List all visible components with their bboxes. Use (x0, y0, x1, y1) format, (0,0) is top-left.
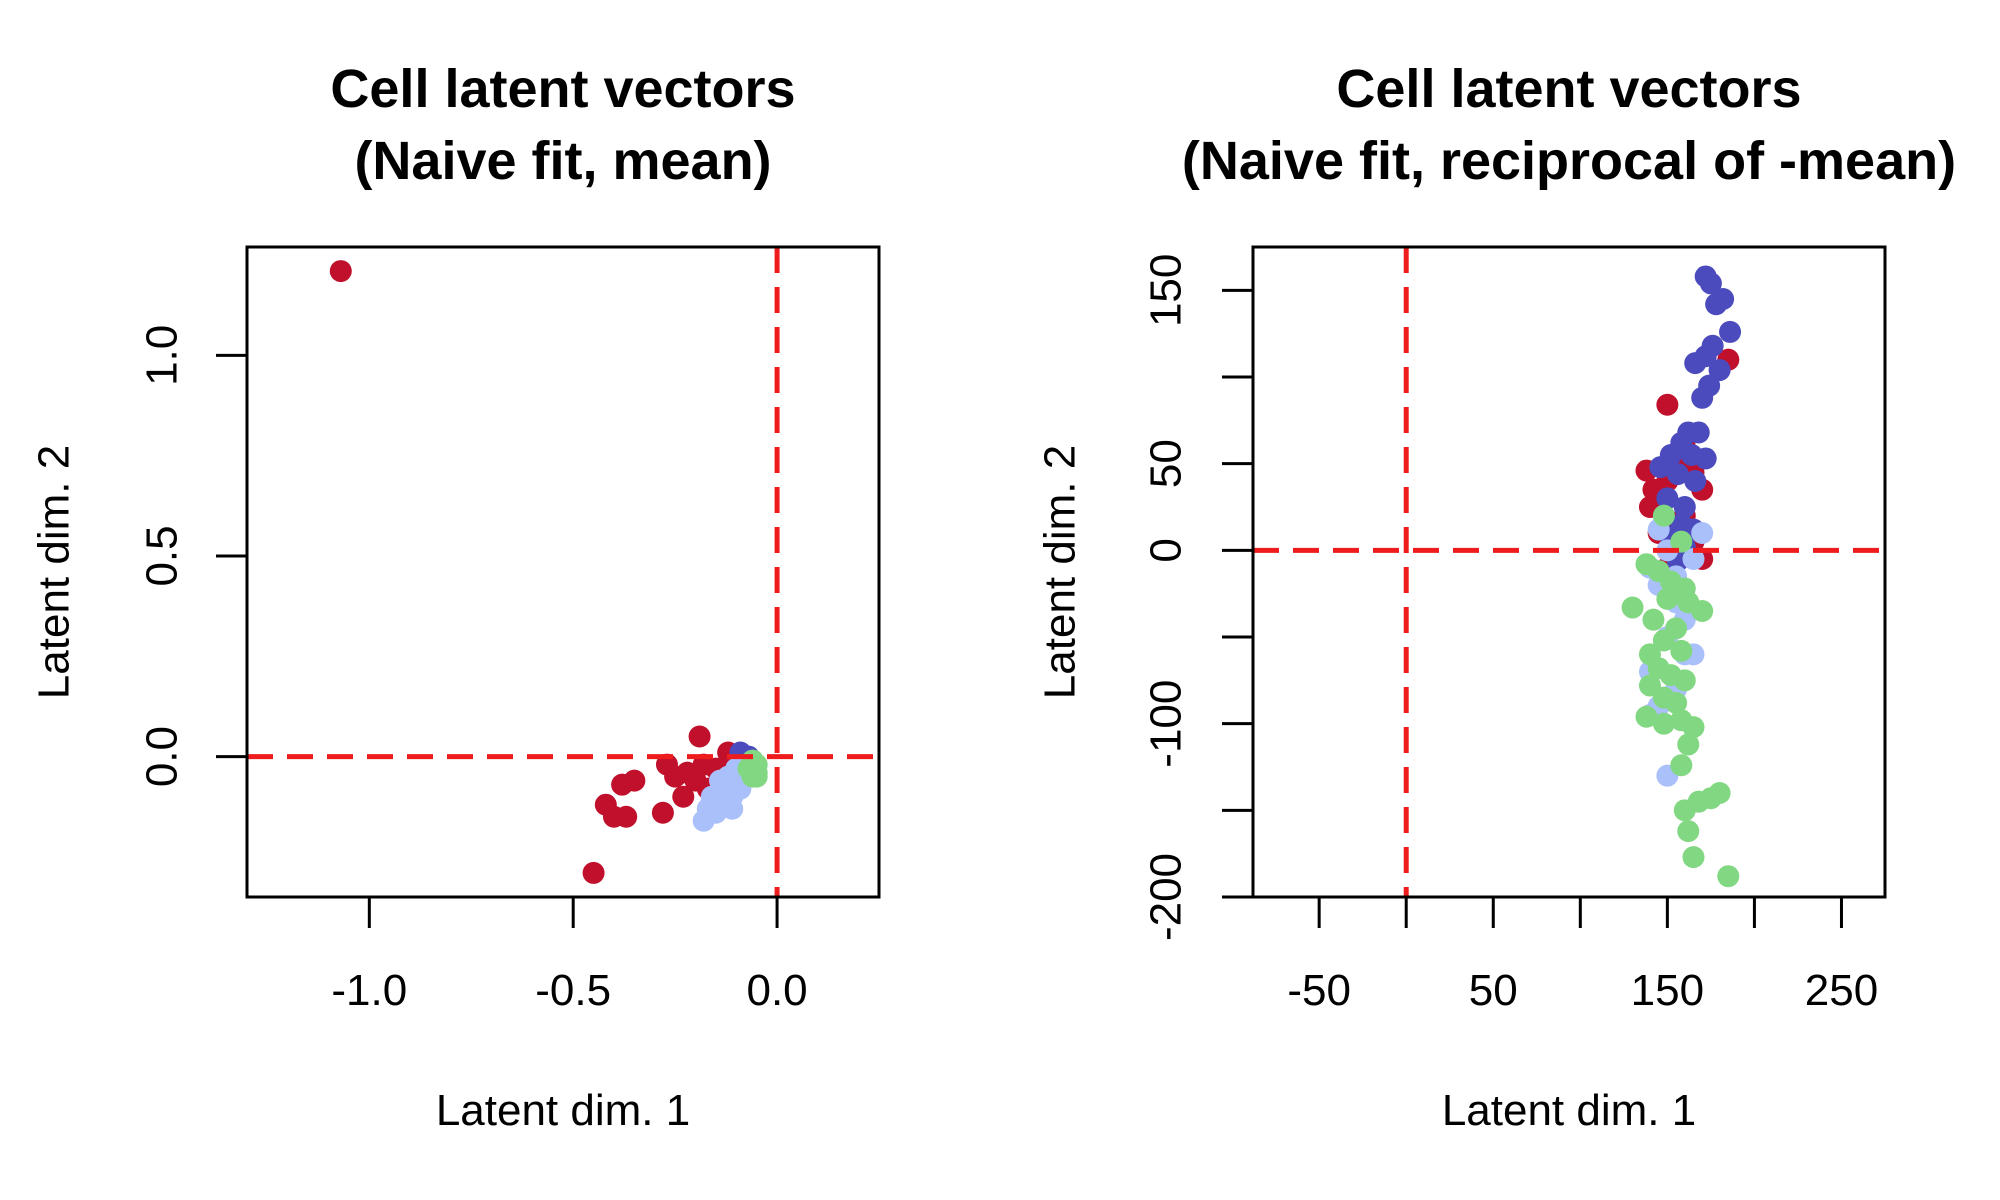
series-red-point (615, 805, 638, 828)
series-green-point (1673, 669, 1696, 692)
series-lightblue-point (700, 793, 723, 816)
series-lightblue-point (708, 769, 731, 792)
x-tick-label: 50 (1469, 966, 1518, 1015)
y-tick-label: -100 (1142, 680, 1191, 768)
y-tick-label: 0.0 (138, 726, 187, 787)
series-red-point (582, 861, 605, 884)
series-indigo-point (1708, 359, 1731, 382)
x-tick-label: 250 (1805, 966, 1878, 1015)
series-lightblue-point (1682, 548, 1705, 570)
x-tick-label: 150 (1631, 966, 1704, 1015)
x-axis-label: Latent dim. 1 (1442, 1086, 1696, 1135)
y-tick-label: 0 (1142, 538, 1191, 562)
y-tick-label: 150 (1142, 254, 1191, 327)
series-indigo-point (1684, 352, 1707, 375)
series-green-point (1652, 629, 1675, 652)
series-lightblue-point (721, 797, 744, 820)
series-green-point (1670, 754, 1693, 777)
series-red-point (688, 725, 711, 748)
plot-frame (245, 245, 881, 899)
x-tick-label: -0.5 (535, 966, 611, 1015)
y-tick-label: 50 (1142, 439, 1191, 488)
series-indigo-point (1656, 487, 1679, 510)
plot-frame (1251, 245, 1887, 899)
y-tick-label: 0.5 (138, 525, 187, 586)
series-red-point (672, 785, 695, 808)
series-green-point (1682, 716, 1705, 739)
x-tick-label: -50 (1287, 966, 1351, 1015)
chart-title-line-1: Cell latent vectors (330, 59, 795, 119)
series-green-point (1691, 600, 1714, 622)
series-green-point (1670, 530, 1693, 553)
series-green-point (1652, 504, 1675, 527)
series-indigo-point (1673, 496, 1696, 518)
series-indigo-point (1694, 447, 1717, 470)
y-axis-label: Latent dim. 2 (30, 445, 79, 699)
x-tick-label: 0.0 (746, 966, 807, 1015)
y-axis-label: Latent dim. 2 (1036, 445, 1085, 699)
series-indigo-point (1712, 288, 1735, 310)
series-red-point (329, 260, 352, 283)
series-indigo-point (1684, 470, 1707, 492)
chart-title-line-2: (Naive fit, mean) (354, 131, 771, 191)
series-lightblue-point (1691, 522, 1714, 544)
series-green-point (1665, 691, 1688, 714)
series-green-point (1708, 782, 1731, 804)
series-red-point (623, 769, 646, 792)
series-red-point (1656, 393, 1679, 416)
series-indigo-point (1687, 421, 1710, 444)
series-green-point (1621, 596, 1644, 619)
panel-right: Cell latent vectors (Naive fit, reciproca… (1036, 59, 1957, 1135)
series-red-point (651, 801, 674, 824)
y-tick-label: 1.0 (138, 325, 187, 386)
x-axis-label: Latent dim. 1 (436, 1086, 690, 1135)
series-green-point (1656, 587, 1679, 610)
series-indigo-point (1691, 386, 1714, 409)
series-green-point (1635, 705, 1658, 728)
series-green-point (1652, 712, 1675, 735)
series-indigo-point (1649, 456, 1672, 479)
series-indigo-point (1666, 463, 1689, 486)
x-tick-label: -1.0 (331, 966, 407, 1015)
series-green-point (1670, 639, 1693, 662)
panel-left: Cell latent vectors (Naive fit, mean) Late… (30, 59, 881, 1135)
chart-title-line-1: Cell latent vectors (1336, 59, 1801, 119)
series-green-point (1717, 865, 1740, 888)
y-tick-label: -200 (1142, 853, 1191, 941)
chart-title-line-2: (Naive fit, reciprocal of -mean) (1182, 131, 1956, 191)
series-green-point (1642, 608, 1665, 631)
series-indigo-point (1719, 320, 1742, 343)
series-green-point (745, 765, 768, 788)
series-green-point (1682, 846, 1705, 869)
series-indigo-point (1699, 272, 1722, 295)
series-green-point (1677, 820, 1700, 843)
series-green-point (1677, 733, 1700, 756)
